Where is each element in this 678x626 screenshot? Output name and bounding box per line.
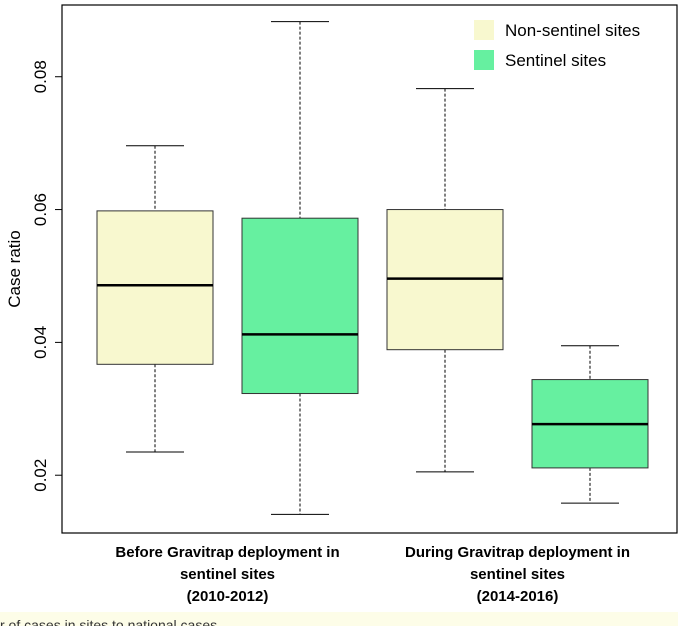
x-tick-label: Before Gravitrap deployment in sentinel …: [115, 544, 340, 605]
legend-label: Sentinel sites: [505, 51, 606, 70]
legend-background: [468, 12, 676, 76]
plot-frame: [61, 4, 678, 534]
legend-swatch: [474, 20, 494, 40]
y-tick-label: 0.02: [31, 459, 50, 492]
box: [241, 217, 359, 395]
x-tick-label: During Gravitrap deployment in sentinel …: [404, 544, 631, 605]
legend-swatch: [474, 50, 494, 70]
legend-label: Non-sentinel sites: [505, 21, 640, 40]
footer-text: r of cases in sites to national cases: [0, 612, 678, 626]
box: [96, 210, 214, 365]
y-tick-label: 0.06: [31, 193, 50, 226]
y-tick-label: 0.04: [31, 326, 50, 359]
y-tick-label: 0.08: [31, 60, 50, 93]
y-axis-label: Case ratio: [5, 230, 24, 307]
